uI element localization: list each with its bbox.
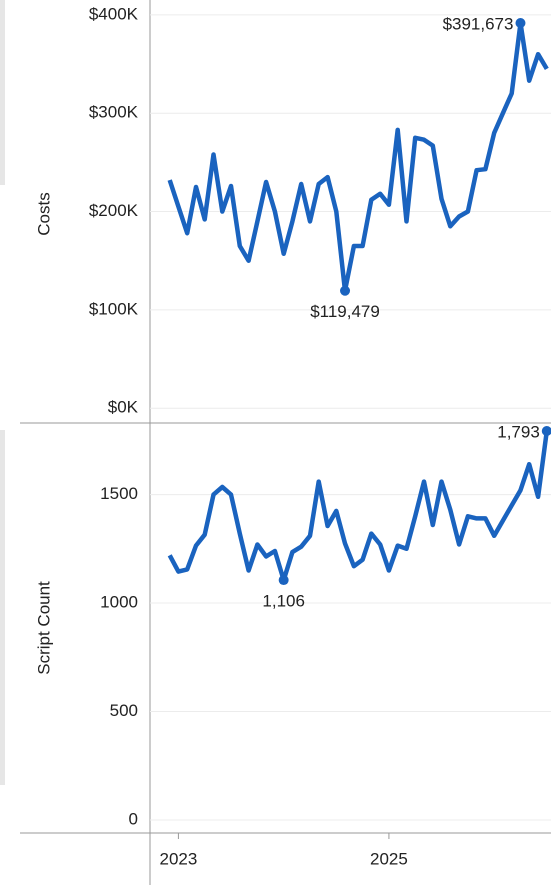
y-tick-label: 500: [110, 701, 138, 720]
data-line: [167, 20, 549, 293]
data-point: [515, 18, 526, 29]
y-tick-label: $400K: [89, 4, 139, 23]
data-point: [340, 285, 351, 296]
x-tick-label: 2025: [370, 849, 408, 868]
y-tick-label: $100K: [89, 299, 139, 318]
data-point: [278, 575, 289, 586]
y-axis-title: Script Count: [34, 581, 53, 675]
y-tick-label: 1500: [100, 484, 138, 503]
y-axis-title: Costs: [34, 192, 53, 235]
data-line: [167, 430, 550, 583]
y-tick-label: 1000: [100, 593, 138, 612]
y-tick-label: $300K: [89, 103, 139, 122]
y-tick-label: 0: [129, 809, 138, 828]
side-strip: [0, 0, 5, 185]
y-tick-label: $200K: [89, 201, 139, 220]
side-strip: [0, 430, 5, 785]
data-label: 1,106: [262, 592, 305, 611]
data-label: $391,673: [443, 15, 514, 34]
data-label: $119,479: [310, 302, 380, 321]
y-tick-label: $0K: [108, 398, 139, 417]
data-label: 1,793: [497, 423, 540, 442]
x-tick-label: 2023: [160, 849, 198, 868]
data-point: [541, 426, 551, 437]
